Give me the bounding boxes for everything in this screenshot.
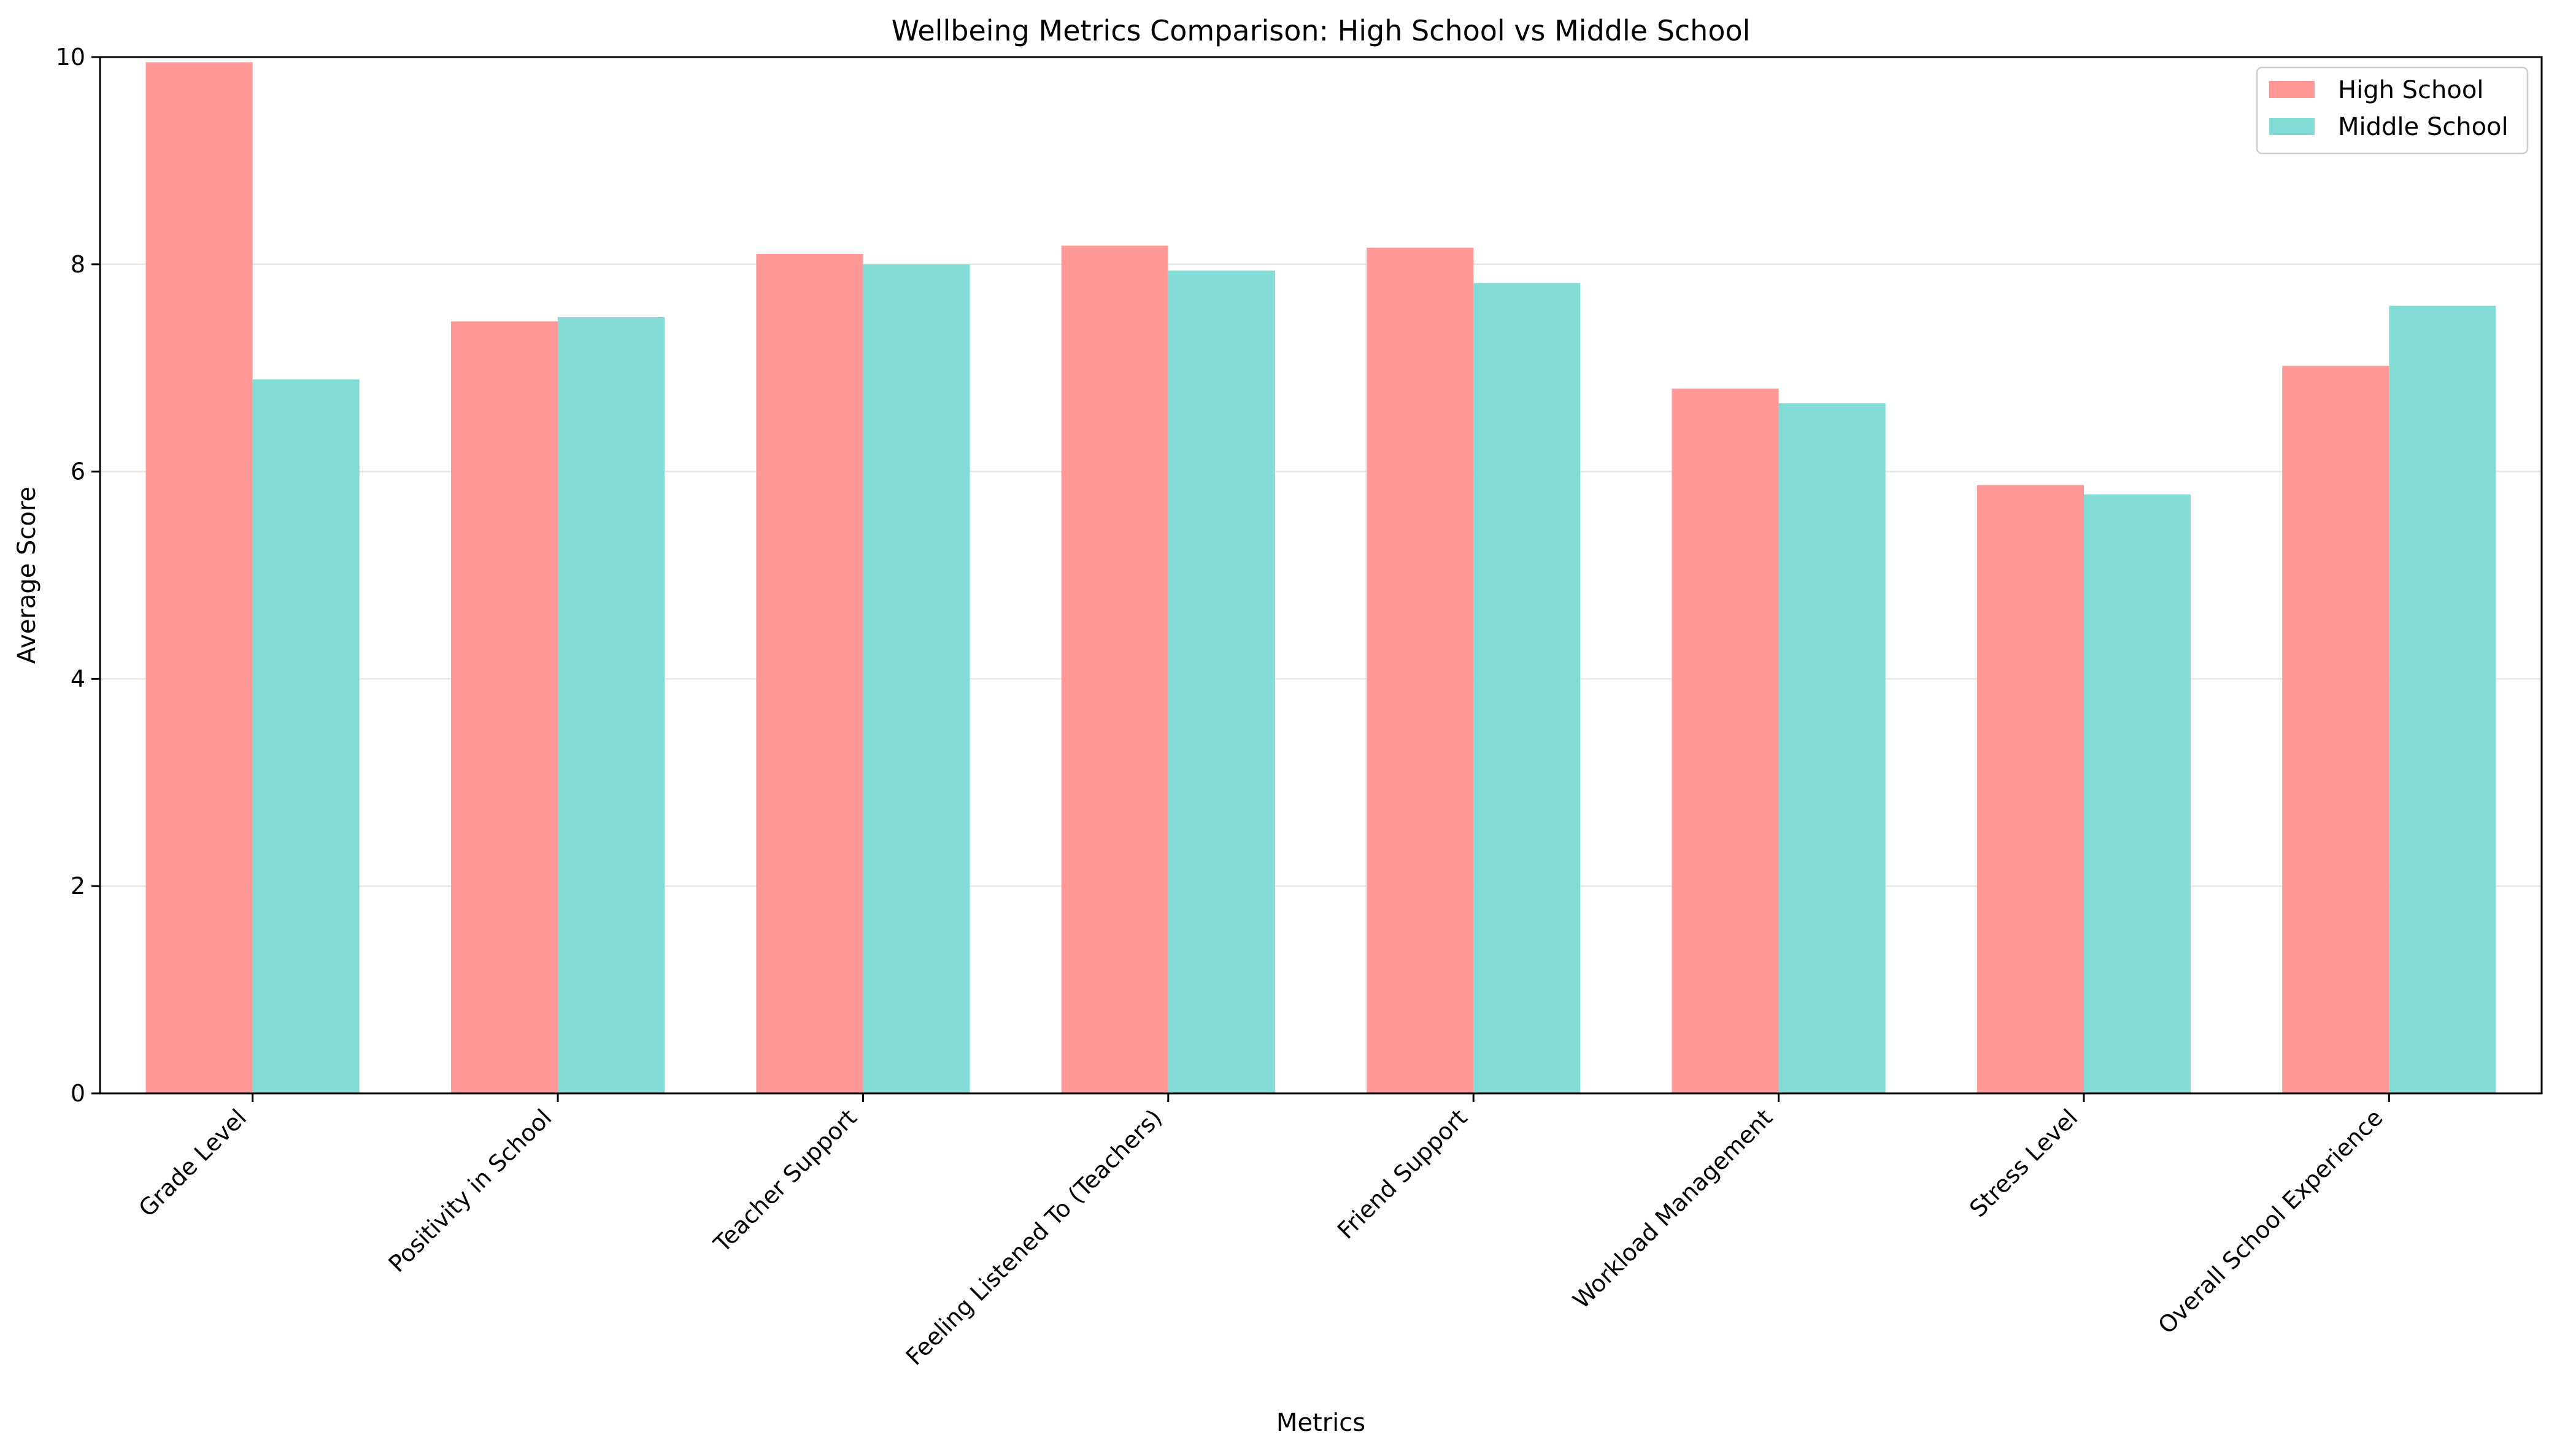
legend-box [2256, 66, 2529, 155]
x-axis-label: Metrics [1276, 1409, 1365, 1437]
bar-middle-school-workload-management [1778, 403, 1886, 1093]
legend-label-high-school: High School [2338, 76, 2483, 104]
bar-high-school-workload-management [1672, 388, 1779, 1093]
bar-layer [145, 62, 2496, 1094]
legend-swatch-middle-school [2269, 118, 2315, 135]
bar-high-school-positivity-in-school [450, 321, 558, 1093]
bar-high-school-overall-school-experience [2282, 366, 2389, 1093]
x-tick-label: Feeling Listened To (Teachers) [901, 1104, 1167, 1370]
bar-middle-school-teacher-support [863, 264, 970, 1093]
bar-middle-school-friend-support [1473, 283, 1581, 1093]
x-tick-label: Teacher Support [708, 1104, 862, 1258]
bar-middle-school-feeling-listened-to-teachers [1168, 270, 1275, 1094]
bar-high-school-friend-support [1367, 247, 1474, 1093]
y-tick-label: 4 [71, 665, 85, 692]
x-tick-label: Stress Level [1964, 1104, 2083, 1222]
legend-swatch-high-school [2269, 81, 2315, 98]
x-tick-label: Grade Level [134, 1104, 252, 1222]
bar-middle-school-positivity-in-school [558, 317, 665, 1094]
x-tick-label: Workload Management [1568, 1104, 1778, 1314]
x-tick-label: Positivity in School [384, 1104, 557, 1277]
bar-high-school-feeling-listened-to-teachers [1061, 245, 1168, 1094]
x-tick-label: Friend Support [1332, 1104, 1473, 1244]
bar-middle-school-stress-level [2083, 494, 2191, 1093]
x-tick-label: Overall School Experience [2153, 1104, 2388, 1339]
bar-high-school-stress-level [1977, 485, 2084, 1093]
bar-high-school-grade-level [145, 62, 253, 1094]
axes-frame [99, 56, 2543, 1095]
y-tick-label: 2 [71, 872, 85, 899]
bar-middle-school-grade-level [252, 379, 360, 1093]
y-tick-label: 10 [56, 44, 85, 71]
y-axis-label: Average Score [13, 487, 41, 664]
bar-high-school-teacher-support [756, 253, 863, 1093]
y-tick-label: 6 [71, 458, 85, 485]
bar-middle-school-overall-school-experience [2389, 306, 2496, 1093]
y-tick-label: 8 [71, 251, 85, 278]
y-tick-label: 0 [71, 1080, 85, 1107]
legend: High School Middle School [2256, 66, 2529, 155]
legend-label-middle-school: Middle School [2338, 113, 2509, 141]
chart-title: Wellbeing Metrics Comparison: High Schoo… [892, 14, 1751, 47]
